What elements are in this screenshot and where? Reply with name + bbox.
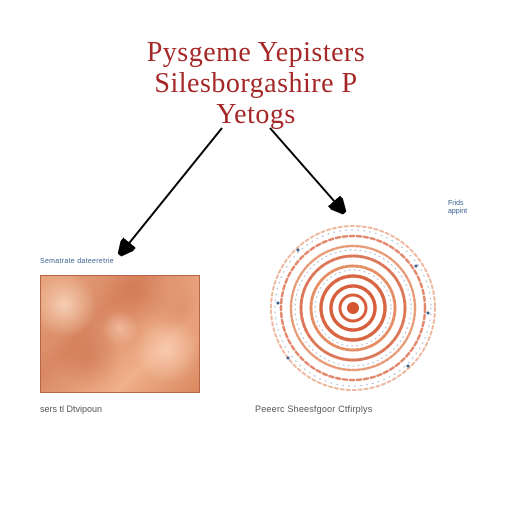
- concentric-swirl-icon: [258, 218, 448, 398]
- right-panel-caption: Peeerc Sheesfgoor Ctfirplys: [255, 404, 372, 414]
- left-panel-small-label: Sematrate dateeretrie: [40, 258, 114, 265]
- right-swirl-panel: [258, 218, 448, 398]
- right-side-label-2: appint: [448, 208, 467, 215]
- right-panel-side-label: Frids appint: [448, 200, 467, 217]
- right-side-label-1: Frids: [448, 200, 464, 207]
- left-texture-swatch: [40, 275, 200, 393]
- left-panel-caption: sers tl Dtvipoun: [40, 404, 102, 414]
